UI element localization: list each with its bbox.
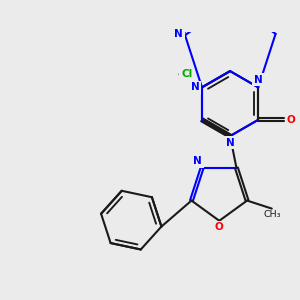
Text: Cl: Cl	[181, 69, 192, 80]
Text: N: N	[193, 156, 202, 166]
Text: O: O	[215, 222, 224, 233]
Text: N: N	[190, 82, 200, 92]
Text: N: N	[174, 29, 183, 39]
Text: CH₃: CH₃	[263, 210, 281, 219]
Text: N: N	[254, 75, 262, 85]
Text: N: N	[226, 138, 235, 148]
Text: O: O	[287, 115, 296, 125]
